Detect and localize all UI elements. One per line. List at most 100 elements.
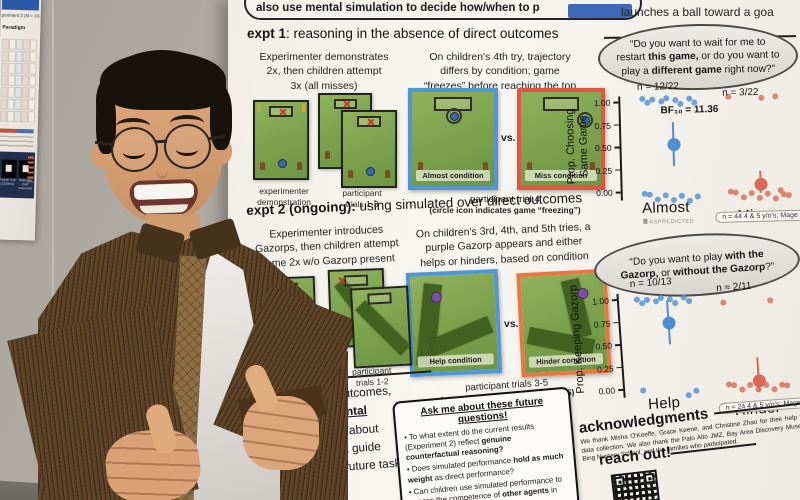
acknowledgments-line: [714, 402, 800, 415]
glasses-right-lens: [164, 124, 211, 169]
decoration: [5, 164, 12, 172]
text-segment: different game: [651, 64, 722, 77]
player-figure: [348, 170, 353, 178]
data-point: [730, 381, 738, 389]
expt1-header: expt 1: reasoning in the absence of dire…: [247, 26, 558, 41]
post: [302, 104, 305, 112]
text-line: differs by condition; game: [440, 65, 560, 78]
data-point: [649, 96, 656, 103]
player-figure: [260, 162, 265, 170]
text-segment: ?”: [764, 261, 775, 273]
stimulus-thumbnail: [28, 75, 37, 87]
data-point: [772, 195, 779, 202]
player-figure: [297, 162, 302, 170]
side-poster: periment 2 (N = 108, M = 23.6 Paradigm P…: [0, 0, 42, 241]
top-banner-text: also use mental simulation to decide how…: [256, 2, 540, 14]
picture-cue-caption: Picture Cue (1200ms): [0, 177, 16, 186]
top-right-text: launches a ball toward a goa: [621, 5, 774, 19]
stimulus-thumbnail: [28, 87, 36, 99]
mean-point: [751, 373, 766, 388]
decoration: [648, 477, 652, 481]
stimulus-thumbnail: [27, 111, 36, 123]
tick-label: 0.50: [595, 340, 613, 352]
tick-label: 0.75: [593, 318, 611, 330]
target-x-icon: [343, 100, 351, 108]
data-point: [685, 392, 692, 399]
nose: [156, 158, 168, 179]
category-label: Almost: [641, 198, 690, 217]
tick-mark: [615, 169, 621, 171]
side-poster-dark-panel: Picture Cue (1200ms) Selection (self res…: [0, 151, 36, 199]
left-eyebrow: [116, 118, 150, 134]
right-eyebrow: [170, 115, 204, 131]
text-line: Experimenter demonstrates: [259, 51, 389, 63]
n-label: n = 3/22: [721, 86, 759, 99]
data-point: [643, 296, 651, 303]
goal: [366, 292, 393, 305]
chart-prop-choosing-same-game: Prop. Choosing Same Game 1.00 0.75 0.50 0.25…: [562, 81, 800, 240]
goal: [542, 96, 580, 111]
ball: [580, 115, 590, 125]
banner-highlight: [568, 4, 632, 18]
target-x-icon: [367, 118, 375, 126]
hair-front: [100, 52, 226, 110]
qr-code: [610, 469, 662, 500]
tick-mark: [613, 101, 619, 104]
tick-label: 1.00: [592, 295, 610, 307]
mean-point: [753, 177, 768, 192]
hair-side: [210, 88, 232, 150]
data-point: [758, 94, 765, 101]
player-figure: [590, 162, 595, 170]
almost-condition-label: Almost condition: [416, 170, 490, 182]
text-line: On children's 4th try, trajectory: [429, 51, 571, 63]
text-segment: this game,: [648, 51, 699, 64]
sample-note: n = 44 4 & 5 y/o's; Mage =: [715, 209, 800, 224]
text-line: demonstration: [257, 196, 311, 207]
tick-label: 0.00: [598, 385, 616, 397]
expt1-header-bold: expt 1: [247, 26, 287, 41]
stimulus-thumbnail: [28, 99, 36, 111]
bf-annotation: BF₁₀ = 11.36: [660, 103, 719, 117]
ball: [366, 167, 375, 176]
player-figure: [325, 151, 330, 159]
vs-label: vs.: [501, 132, 516, 144]
tick-mark: [614, 146, 620, 149]
data-point: [756, 194, 763, 201]
stimulus-thumbnail: [29, 39, 38, 51]
tick-label: 0.00: [596, 187, 613, 199]
freeze-circle-icon: [446, 108, 462, 124]
expt1-left-caption: Experimenter demonstrates 2x, then childr…: [240, 50, 408, 93]
tick-mark: [615, 191, 621, 194]
participant-trial-screenshot: [341, 110, 397, 188]
tick-label: 0.25: [595, 165, 613, 176]
future-questions-box: Ask me about these future questions! • T…: [392, 386, 580, 500]
expt1-header-rest: : reasoning in the absence of direct out…: [286, 26, 559, 41]
target-x-icon: [279, 108, 287, 116]
wall-seam: [52, 0, 54, 440]
top-banner: also use mental simulation to decide how…: [244, 0, 642, 20]
lower-teeth: [139, 204, 189, 214]
right-eye: [176, 143, 198, 156]
text-line: participant: [342, 188, 382, 198]
data-point: [640, 387, 647, 394]
data-point: [720, 299, 727, 306]
player-figure: [483, 162, 488, 170]
data-point: [671, 299, 679, 306]
freeze-circle-icon: [577, 112, 593, 128]
data-point: [772, 93, 779, 100]
data-point: [663, 95, 670, 102]
stimulus-grid: [0, 38, 38, 126]
data-point: [657, 294, 664, 301]
trial4-label: participant trial 4: [470, 194, 540, 205]
trial4-label-block: participant trial 4 (circle icon indicat…: [415, 194, 595, 215]
data-point: [748, 189, 755, 197]
tick-mark: [613, 124, 619, 126]
text-line: 3x (all misses): [290, 79, 358, 92]
tick-label: 0.50: [594, 142, 612, 154]
data-point: [685, 297, 693, 304]
selection-caption: Selection (self response): [18, 178, 33, 191]
almost-condition-screenshot: Almost condition: [408, 88, 498, 190]
miss-condition-screenshot: Miss condition: [517, 88, 605, 190]
side-poster-legend-bar: [0, 128, 34, 134]
